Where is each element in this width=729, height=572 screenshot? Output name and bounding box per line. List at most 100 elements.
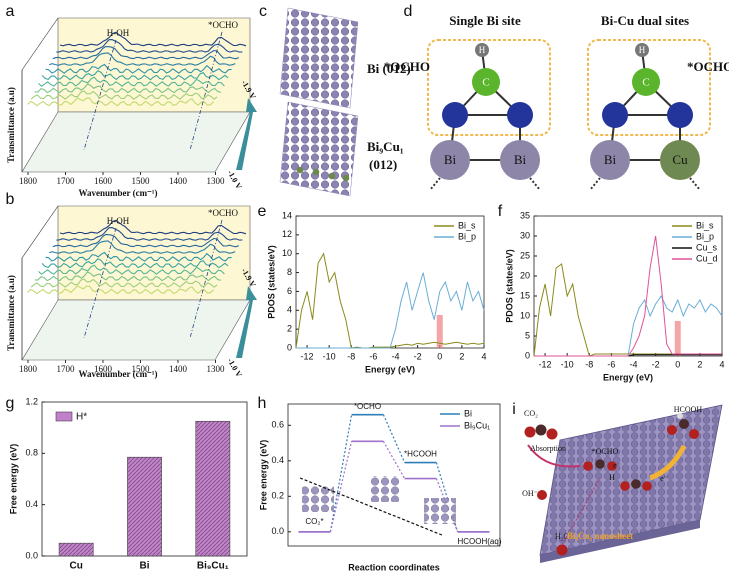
bar (127, 456, 162, 557)
bond (589, 177, 601, 191)
hcooh-atom (679, 419, 689, 429)
x-tick-label: -4 (630, 359, 638, 369)
axis (21, 205, 59, 259)
series-line (534, 235, 722, 357)
legend-label: Bi₉Cu₁ (464, 420, 490, 430)
guide (83, 39, 117, 151)
proton-path (561, 477, 601, 546)
atom-h (475, 43, 489, 57)
atom-label: Bi (514, 152, 527, 167)
ocho-atom (642, 481, 652, 491)
x-tick-label: 1800 (19, 176, 38, 186)
water-atom (556, 544, 568, 556)
structure-label: Bi (012) (367, 61, 411, 76)
y-tick-label: 0.2 (271, 491, 284, 501)
x-tick-label: 0 (437, 351, 442, 361)
spectrum (34, 271, 221, 282)
x-tick-label: 4 (481, 351, 486, 361)
x-tick-label: 1500 (132, 176, 151, 186)
atom-label: Cu (672, 152, 688, 167)
spectrum (45, 251, 232, 262)
panel-letter: i (512, 401, 516, 418)
electron-label: e⁻ (613, 461, 621, 470)
panel-letter: a (6, 3, 15, 20)
ocho-atom (607, 461, 617, 471)
spectrum (34, 83, 221, 94)
atom-label: H (639, 45, 646, 55)
x-tick-label: 1700 (57, 176, 76, 186)
x-tick-label: -12 (539, 359, 552, 369)
structure-label: Bi₉Cu₁ (367, 139, 404, 154)
ocho-atom (631, 479, 641, 489)
y-tick-label: 0.4 (271, 455, 284, 465)
spectrum (30, 278, 218, 288)
x-tick-label: -8 (347, 351, 355, 361)
atom-label: H (479, 45, 486, 55)
y-tick-label: 14 (282, 210, 292, 220)
ocho-atom (583, 461, 593, 471)
atom-label: C (642, 77, 649, 89)
x-axis-label: Energy (eV) (365, 364, 415, 374)
spectrum (41, 258, 229, 269)
co2-atom (546, 428, 558, 440)
connector (382, 440, 406, 479)
series-line (534, 294, 723, 357)
x-tick-label: 1700 (57, 364, 76, 374)
x-tick-label: Bi₉Cu₁ (197, 561, 229, 572)
legend-label: Cu_d (696, 253, 718, 263)
panel-letter: g (6, 395, 15, 412)
atom-metal (590, 140, 630, 180)
y-tick-label: 0.0 (271, 526, 284, 536)
series-line (296, 272, 485, 349)
state-label: *OCHO (354, 402, 381, 411)
y-tick-label: 8 (287, 267, 292, 277)
absorption-arrow (527, 444, 581, 468)
x-tick-label: 1400 (169, 176, 188, 186)
species-label: *OCHO (592, 447, 619, 456)
fermi-highlight (674, 321, 681, 356)
y-axis-label: Transmittance (a.u) (6, 87, 16, 163)
panel-letter: b (6, 191, 15, 208)
electron-label: e⁻ (660, 474, 668, 483)
spectrum (56, 227, 243, 241)
state-label: HCOOH(aq) (457, 537, 501, 546)
panel-letter: h (258, 395, 267, 412)
x-tick-label: -8 (585, 359, 593, 369)
species-label: OH⁻ (522, 489, 538, 498)
spectrum (59, 31, 247, 47)
spectrum (41, 70, 229, 81)
legend-label: H* (76, 412, 87, 423)
slab-inset (424, 498, 456, 524)
series-line (533, 263, 722, 357)
x-tick-label: 4 (719, 359, 724, 369)
legend-label: Bi_s (696, 220, 714, 230)
spectrum (49, 52, 236, 66)
atom-metal (430, 140, 470, 180)
atom-o (667, 102, 693, 128)
atom-o (602, 102, 628, 128)
adsorbate-label: *OCHO (687, 59, 729, 74)
x-axis-label: Wavenumber (cm⁻¹) (78, 188, 157, 198)
slab-bi (279, 7, 359, 109)
y-axis-label: PDOS (states/eV) (266, 245, 276, 319)
potential-label: -1.0 V (226, 169, 244, 191)
x-axis-label: Energy (eV) (603, 372, 653, 382)
y-tick-label: 0 (525, 350, 530, 360)
state-label: *HCOOH (404, 450, 437, 459)
x-tick-label: -10 (323, 351, 336, 361)
adsorbate-box (427, 39, 551, 136)
x-tick-label: -6 (607, 359, 615, 369)
atom-c (632, 68, 660, 96)
spectrum (27, 97, 214, 107)
panel-letter: c (259, 3, 267, 20)
bar (58, 542, 94, 557)
atom-c (472, 68, 500, 96)
cu-atom (342, 174, 350, 182)
y-tick-label: 25 (520, 250, 530, 260)
y-tick-label: 0.8 (25, 448, 38, 458)
bond (429, 177, 441, 191)
x-tick-label: Bi (140, 561, 150, 572)
atom-h (635, 43, 649, 57)
guide (83, 227, 117, 339)
bond (689, 177, 701, 191)
